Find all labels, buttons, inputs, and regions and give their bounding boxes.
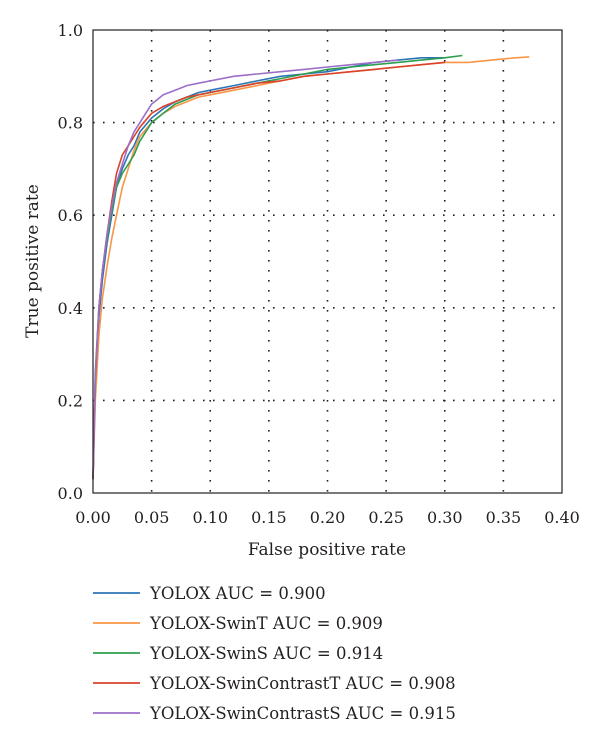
x-axis-title: False positive rate bbox=[248, 540, 406, 560]
series-lines bbox=[92, 54, 530, 480]
x-tick-label: 0.35 bbox=[486, 508, 522, 527]
plot-area-frame bbox=[92, 29, 563, 494]
grid bbox=[93, 30, 562, 493]
y-axis-title: True positive rate bbox=[23, 184, 43, 338]
legend-label: YOLOX-SwinContrastS AUC = 0.915 bbox=[149, 704, 456, 723]
x-tick-label: 0.10 bbox=[192, 508, 228, 527]
y-tick-label: 0.6 bbox=[58, 206, 83, 225]
y-tick-label: 0.8 bbox=[58, 114, 83, 133]
x-tick-label: 0.40 bbox=[544, 508, 580, 527]
y-tick-label: 1.0 bbox=[58, 21, 83, 40]
x-tick-label: 0.30 bbox=[427, 508, 463, 527]
legend: YOLOX AUC = 0.900 YOLOX-SwinT AUC = 0.909… bbox=[93, 584, 456, 723]
legend-label: YOLOX-SwinT AUC = 0.909 bbox=[149, 614, 383, 633]
legend-label: YOLOX-SwinContrastT AUC = 0.908 bbox=[149, 674, 456, 693]
x-tick-label: 0.05 bbox=[134, 508, 170, 527]
y-tick-label: 0.4 bbox=[58, 299, 83, 318]
legend-label: YOLOX-SwinS AUC = 0.914 bbox=[149, 644, 383, 663]
legend-label: YOLOX AUC = 0.900 bbox=[149, 584, 326, 603]
y-tick-label: 0.2 bbox=[58, 391, 83, 410]
y-tick-label: 0.0 bbox=[58, 484, 83, 503]
x-axis-ticks: 0.00 0.05 0.10 0.15 0.20 0.25 0.30 0.35 0.40 bbox=[75, 508, 580, 527]
series-line-yolox-swint bbox=[92, 56, 530, 480]
x-tick-label: 0.20 bbox=[310, 508, 346, 527]
x-tick-label: 0.00 bbox=[75, 508, 111, 527]
x-tick-label: 0.15 bbox=[251, 508, 287, 527]
x-tick-label: 0.25 bbox=[368, 508, 404, 527]
y-axis-ticks: 0.0 0.2 0.4 0.6 0.8 1.0 bbox=[58, 21, 83, 503]
series-line-yolox-swins bbox=[92, 54, 463, 480]
series-line-yolox-swincontrasts bbox=[92, 59, 398, 480]
